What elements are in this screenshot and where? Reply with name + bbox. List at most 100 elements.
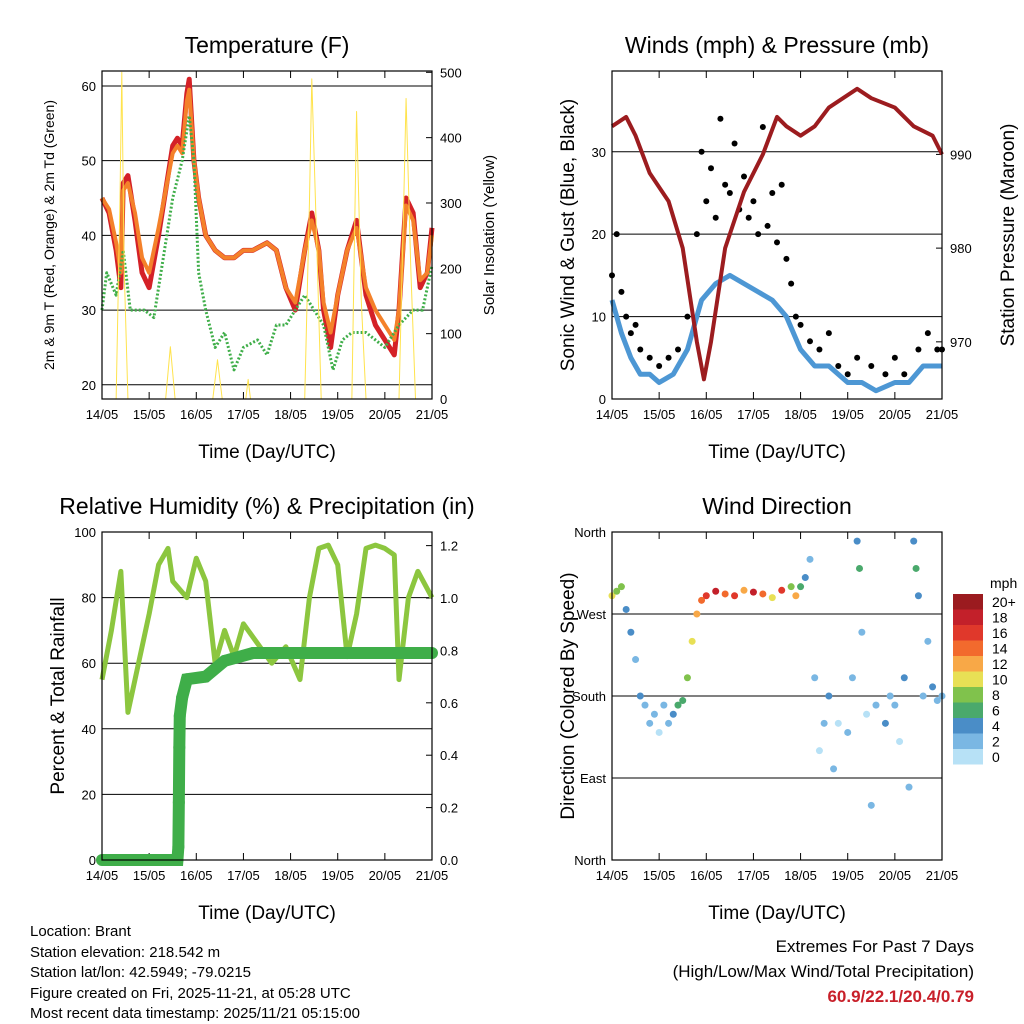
gust-point (759, 124, 766, 131)
direction-point (712, 587, 720, 595)
legend-label: 6 (992, 703, 1000, 719)
x-tick-label: 19/05 (831, 407, 864, 422)
direction-point (858, 628, 866, 636)
y2-tick-label: 0.4 (440, 748, 458, 763)
legend-title: mph (990, 575, 1017, 591)
gust-point (774, 239, 780, 246)
gust-point (693, 231, 700, 238)
recent-text: Most recent data timestamp: 2025/11/21 0… (30, 1005, 360, 1022)
gust-point (627, 330, 634, 337)
direction-point (702, 592, 710, 600)
direction-point (787, 583, 795, 591)
direction-point (820, 719, 828, 727)
direction-point (834, 719, 842, 727)
y-tick-label: 100 (74, 525, 96, 540)
y-tick-label: 30 (82, 303, 96, 318)
gust-point (825, 330, 832, 337)
x-tick-label: 16/05 (690, 407, 723, 422)
x-tick-label: 18/05 (274, 407, 307, 422)
gust-point (726, 189, 733, 196)
legend-label: 8 (992, 687, 1000, 703)
gust-point (792, 313, 799, 320)
direction-point (863, 710, 871, 718)
y-tick-label: West (577, 607, 607, 622)
gust-point (708, 165, 714, 172)
y2-tick-label: 300 (440, 196, 462, 211)
y2-tick-label: 100 (440, 327, 462, 342)
direction-point (856, 564, 863, 572)
x-tick-label: 14/05 (86, 407, 119, 422)
legend-swatch (953, 594, 983, 610)
y-tick-label: 0 (599, 392, 606, 407)
x-tick-label: 20/05 (369, 407, 402, 422)
y-tick-label: North (574, 525, 606, 540)
gust-point (924, 330, 931, 337)
legend-swatch (953, 640, 983, 656)
x-tick-label: 15/05 (133, 407, 166, 422)
direction-point (815, 747, 823, 755)
direction-point (768, 594, 776, 602)
gust-point (712, 214, 719, 221)
direction-point (900, 674, 908, 682)
panel-3: Wind Direction Time (Day/UTC) North East Sou… (558, 493, 1017, 924)
gust-point (618, 288, 625, 295)
legend-label: 2 (992, 734, 1000, 750)
gust-point (637, 346, 644, 353)
precip-line (102, 647, 432, 866)
direction-point (872, 701, 880, 709)
x-tick-label: 16/05 (180, 407, 213, 422)
gust-point (750, 198, 757, 205)
gust-point (613, 231, 620, 238)
x-axis-label: Time (Day/UTC) (198, 442, 336, 463)
chart-title: Winds (mph) & Pressure (mb) (625, 32, 929, 58)
gust-point (684, 313, 691, 320)
direction-point (886, 692, 894, 700)
x-tick-label: 19/05 (321, 407, 354, 422)
direction-point (731, 592, 739, 600)
legend-swatch (953, 625, 983, 641)
direction-point (933, 697, 941, 705)
y2-tick-label: 1.2 (440, 539, 458, 554)
gust-point (717, 115, 724, 122)
y2-tick-label: 0.6 (440, 696, 458, 711)
extremes-values: 60.9/22.1/20.4/0.79 (827, 987, 974, 1006)
legend-swatch (953, 671, 983, 687)
direction-point (641, 701, 649, 709)
y2-tick-label: 200 (440, 261, 462, 276)
gust-point (797, 321, 804, 328)
direction-point (613, 587, 621, 595)
gust-point (769, 189, 776, 196)
y-tick-label: 40 (82, 228, 96, 243)
direction-point (632, 656, 640, 664)
location-text: Location: Brant (30, 923, 131, 940)
direction-point (848, 674, 856, 682)
x-tick-label: 20/05 (369, 868, 402, 883)
y-tick-label: South (572, 689, 606, 704)
direction-point (778, 586, 786, 594)
chart-title: Wind Direction (702, 493, 852, 519)
x-tick-label: 18/05 (784, 868, 817, 883)
legend-label: 14 (992, 641, 1008, 657)
direction-point (825, 692, 833, 700)
gust-point (783, 255, 790, 262)
gust-point (844, 371, 851, 378)
direction-point (740, 586, 748, 594)
legend-label: 18 (992, 610, 1008, 626)
y2-tick-label: 980 (950, 241, 972, 256)
extremes-title: Extremes For Past 7 Days (775, 937, 974, 956)
plot-frame (611, 70, 943, 400)
y2-tick-label: 0.8 (440, 643, 458, 658)
legend-swatch (953, 687, 983, 703)
plot-frame (101, 70, 433, 400)
x-tick-label: 18/05 (274, 868, 307, 883)
direction-point (844, 728, 852, 736)
direction-point (924, 637, 932, 645)
x-axis-label: Time (Day/UTC) (708, 442, 846, 463)
gust-point (665, 354, 672, 361)
direction-point (665, 719, 673, 727)
direction-point (830, 765, 838, 773)
panel-0: Temperature (F) Time (Day/UTC) 20 30 40 50 60 0… (41, 32, 498, 463)
gust-point (891, 354, 898, 361)
